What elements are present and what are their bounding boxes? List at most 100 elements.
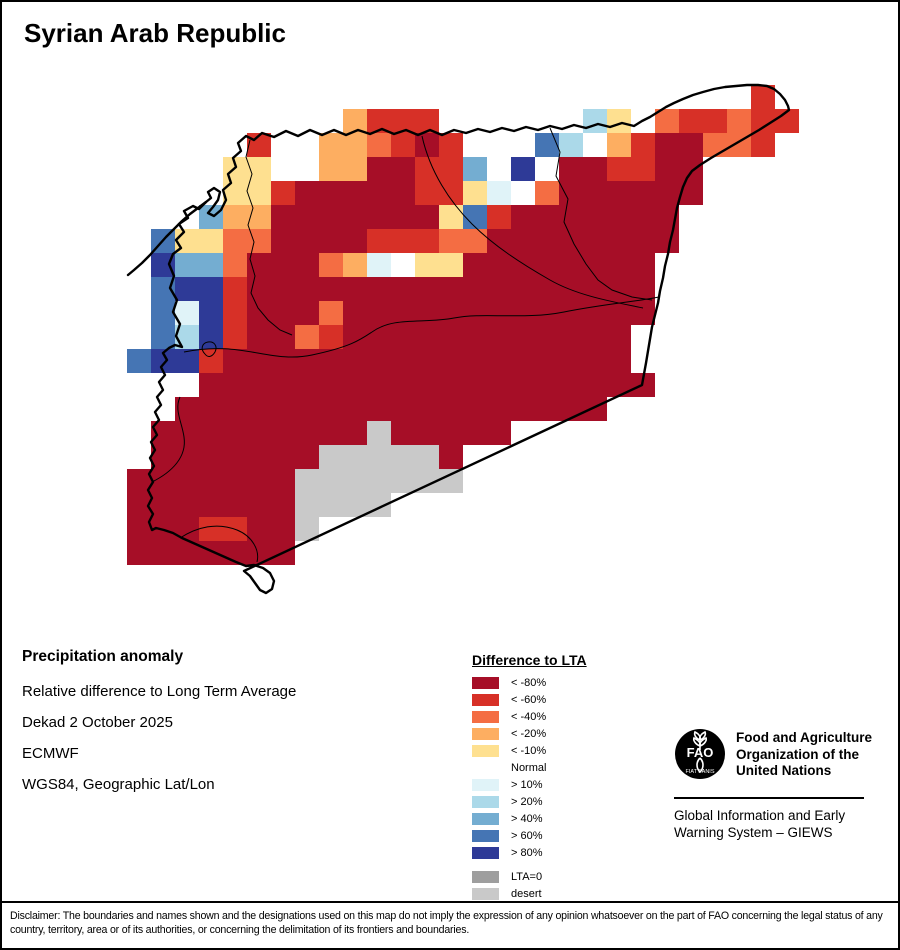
map-cell	[631, 181, 655, 205]
map-cell	[343, 229, 367, 253]
legend-label: > 40%	[511, 813, 543, 825]
map-cell	[439, 205, 463, 229]
map-cell	[631, 229, 655, 253]
map-cell	[583, 373, 607, 397]
map-cell	[439, 373, 463, 397]
map-cell	[487, 349, 511, 373]
map-cell	[463, 157, 487, 181]
map-cell	[295, 349, 319, 373]
map-cell	[751, 133, 775, 157]
map-cell	[247, 397, 271, 421]
map-cell	[391, 469, 415, 493]
fao-logo-motto: FIAT PANIS	[685, 769, 714, 775]
legend-item: LTA=0	[472, 871, 622, 883]
map-cell	[271, 421, 295, 445]
map-cell	[271, 349, 295, 373]
map-cell	[511, 205, 535, 229]
map-cell	[319, 181, 343, 205]
map-cell	[151, 253, 175, 277]
map-cell	[127, 349, 151, 373]
legend-item: < -80%	[472, 677, 622, 689]
map-cell	[559, 253, 583, 277]
map-cell	[247, 181, 271, 205]
map-cell	[607, 253, 631, 277]
map-cell	[223, 493, 247, 517]
map-cell	[319, 445, 343, 469]
map-cell	[271, 373, 295, 397]
map-cell	[199, 541, 223, 565]
map-cell	[415, 301, 439, 325]
map-cell	[199, 421, 223, 445]
map-cell	[319, 373, 343, 397]
map-cell	[343, 397, 367, 421]
map-cell	[319, 325, 343, 349]
map-cell	[343, 109, 367, 133]
map-cell	[295, 517, 319, 541]
legend-swatch	[472, 779, 499, 791]
map-cell	[487, 157, 511, 181]
map-cell	[391, 133, 415, 157]
map-cell	[487, 373, 511, 397]
map-cell	[319, 397, 343, 421]
map-cell	[367, 157, 391, 181]
map-cell	[319, 277, 343, 301]
fao-org-line: Organization of the	[736, 746, 859, 762]
map-cell	[679, 181, 703, 205]
legend-swatch	[472, 888, 499, 900]
map-cell	[247, 205, 271, 229]
map-cell	[151, 517, 175, 541]
map-cell	[415, 205, 439, 229]
map-cell	[175, 469, 199, 493]
legend-item: > 20%	[472, 796, 622, 808]
map-cell	[271, 253, 295, 277]
map-cell	[223, 421, 247, 445]
map-cell	[223, 229, 247, 253]
map-cell	[247, 133, 271, 157]
metadata-line: WGS84, Geographic Lat/Lon	[22, 776, 215, 793]
map-cell	[367, 325, 391, 349]
legend-swatch	[472, 728, 499, 740]
map-cell	[367, 229, 391, 253]
fao-divider	[674, 797, 864, 799]
map-cell	[415, 157, 439, 181]
map-cell	[391, 325, 415, 349]
map-cell	[511, 397, 535, 421]
map-cell	[199, 493, 223, 517]
map-cell	[487, 205, 511, 229]
legend-label: > 10%	[511, 779, 543, 791]
map-cell	[463, 205, 487, 229]
legend-label: LTA=0	[511, 871, 543, 883]
map-cell	[415, 109, 439, 133]
map-cell	[295, 493, 319, 517]
fao-org-line: United Nations	[736, 763, 832, 778]
map-cell	[463, 229, 487, 253]
map-cell	[247, 229, 271, 253]
map-cell	[199, 277, 223, 301]
map-cell	[223, 349, 247, 373]
map-cell	[367, 277, 391, 301]
map-cell	[631, 277, 655, 301]
map-cell	[367, 445, 391, 469]
map-cell	[511, 253, 535, 277]
map-cell	[343, 133, 367, 157]
map-cell	[367, 373, 391, 397]
map-cell	[271, 493, 295, 517]
map-cell	[295, 277, 319, 301]
map-cell	[343, 325, 367, 349]
map-cell	[751, 85, 775, 109]
map-cell	[367, 301, 391, 325]
map-cell	[463, 301, 487, 325]
map-cell	[127, 469, 151, 493]
disclaimer-bar: Disclaimer: The boundaries and names sho…	[2, 901, 898, 948]
map-cell	[607, 277, 631, 301]
map-cell	[679, 133, 703, 157]
map-cell	[511, 181, 535, 205]
legend-items: < -80% < -60% < -40% < -20% < -10% Normal > 10…	[472, 677, 622, 900]
legend-item: < -60%	[472, 694, 622, 706]
legend-item: > 10%	[472, 779, 622, 791]
map-cell	[175, 397, 199, 421]
legend-label: > 60%	[511, 830, 543, 842]
map-cell	[463, 253, 487, 277]
map-cell	[775, 109, 799, 133]
map-cell	[439, 445, 463, 469]
